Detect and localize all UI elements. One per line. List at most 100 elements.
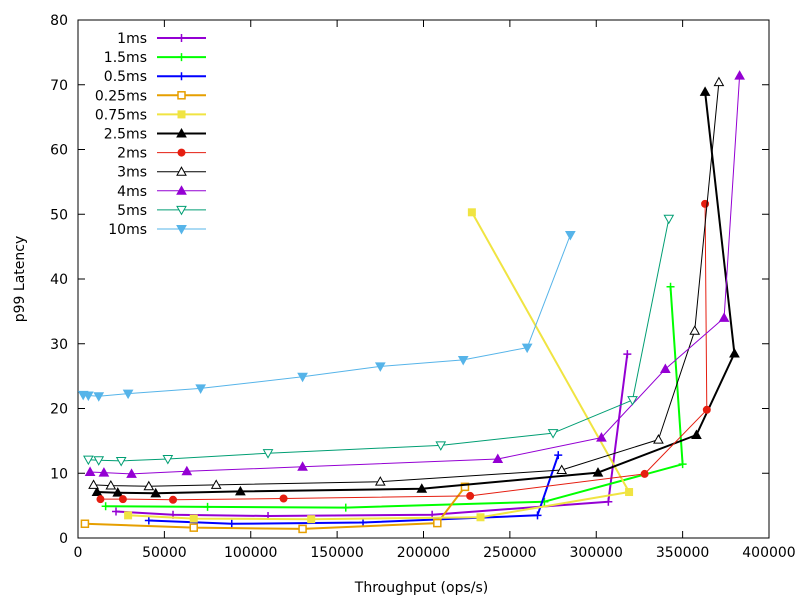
data-point-3ms: [556, 464, 568, 475]
series-line-2ms: [100, 203, 708, 501]
data-point-2ms: [702, 405, 711, 414]
data-point-2ms: [96, 495, 105, 504]
data-point-1ms: [112, 507, 121, 516]
y-tick-label: 40: [50, 272, 68, 288]
data-point-3ms: [105, 480, 117, 490]
series-group: [77, 70, 745, 534]
y-tick-label: 70: [50, 78, 68, 94]
y-tick-label: 30: [50, 337, 68, 353]
data-point-4ms: [718, 312, 730, 322]
legend-entry-2ms: 2ms: [117, 146, 206, 162]
data-point-4ms: [659, 363, 671, 374]
data-point-0-25ms: [80, 519, 90, 529]
data-point-4ms: [492, 453, 504, 464]
legend-entry-4ms: 4ms: [117, 184, 206, 200]
legend-label: 0.5ms: [104, 69, 147, 85]
series-line-5ms: [88, 218, 670, 462]
series-4ms: [84, 70, 745, 478]
data-point-0-25ms: [433, 518, 442, 528]
legend-label: 1ms: [117, 31, 147, 47]
data-point-4ms: [181, 465, 193, 476]
x-axis-title: Throughput (ops/s): [354, 580, 488, 596]
legend-entry-1-5ms: 1.5ms: [104, 50, 206, 66]
data-point-4ms: [98, 467, 110, 477]
y-tick-label: 50: [50, 207, 68, 223]
data-point-0-5ms: [554, 451, 563, 460]
data-point-2-5ms: [150, 487, 162, 498]
data-point-1-5ms: [341, 503, 350, 512]
legend-entry-1ms: 1ms: [117, 31, 206, 47]
data-point-4ms: [126, 468, 137, 478]
series-1ms: [112, 350, 632, 520]
data-point-2ms: [640, 469, 649, 478]
series-line-1ms: [115, 353, 629, 517]
data-point-10ms: [457, 355, 469, 366]
data-point-10ms: [195, 384, 207, 394]
legend-label: 2.5ms: [104, 127, 147, 143]
data-point-4ms: [84, 466, 96, 476]
data-point-2-5ms: [592, 467, 604, 477]
data-point-3ms: [689, 325, 701, 335]
data-point-4ms: [297, 461, 308, 471]
series-3ms: [88, 76, 725, 491]
y-tick-label: 10: [50, 466, 68, 482]
data-point-10ms: [122, 389, 134, 400]
legend-entry-5ms: 5ms: [117, 203, 206, 219]
data-point-2ms: [169, 495, 178, 504]
series-2-5ms: [91, 86, 740, 498]
data-point-1-5ms: [666, 282, 675, 291]
legend-label: 0.25ms: [95, 88, 147, 104]
data-point-5ms: [627, 396, 638, 406]
legend-entry-10ms: 10ms: [108, 222, 206, 238]
series-line-0-75ms: [128, 211, 631, 521]
data-point-4ms: [734, 70, 745, 80]
data-point-3ms: [143, 480, 155, 491]
data-point-1-5ms: [101, 502, 110, 511]
series-line-10ms: [83, 234, 571, 397]
series-10ms: [77, 230, 576, 402]
legend-entry-0-25ms: 0.25ms: [95, 88, 206, 104]
data-point-0-5ms: [227, 519, 236, 528]
data-point-0-25ms: [460, 482, 470, 492]
data-point-0-25ms: [298, 524, 307, 534]
data-point-4ms: [596, 432, 607, 442]
y-tick-label: 20: [50, 402, 68, 418]
data-point-3ms: [653, 434, 664, 444]
x-tick-label: 250000: [483, 545, 536, 561]
data-point-0-75ms: [467, 208, 476, 217]
legend-marker-2ms: [177, 148, 186, 157]
data-point-3ms: [210, 479, 222, 489]
series-1-5ms: [101, 282, 687, 512]
legend-label: 3ms: [117, 165, 147, 181]
series-5ms: [83, 214, 675, 467]
data-point-5ms: [115, 456, 127, 467]
legend: 1ms 1.5ms 0.5ms 0.25ms 0.75ms 2.5ms 2ms 3ms 4ms 5…: [95, 31, 206, 238]
data-point-5ms: [435, 441, 447, 451]
x-tick-label: 0: [74, 545, 83, 561]
data-point-5ms: [83, 455, 94, 466]
legend-label: 4ms: [117, 184, 147, 200]
data-point-2-5ms: [235, 485, 246, 496]
series-line-3ms: [93, 82, 720, 487]
legend-entry-2-5ms: 2.5ms: [104, 127, 206, 143]
data-point-2-5ms: [112, 487, 124, 497]
y-tick-label: 0: [59, 531, 68, 547]
data-point-0-75ms: [124, 511, 133, 520]
data-point-2-5ms: [91, 486, 103, 497]
legend-marker-0-25ms: [177, 91, 186, 100]
data-point-10ms: [564, 230, 576, 241]
data-point-0-25ms: [189, 523, 198, 532]
data-point-2-5ms: [416, 483, 428, 493]
data-point-1-5ms: [678, 460, 687, 469]
legend-marker-2-5ms: [176, 127, 187, 138]
data-point-2-5ms: [691, 429, 702, 440]
data-point-1ms: [623, 350, 632, 359]
x-tick-label: 50000: [142, 545, 187, 561]
data-point-0-5ms: [359, 518, 368, 527]
axes: 0 50000 100000 150000 200000 250000 300000 3500…: [50, 13, 796, 561]
data-point-1ms: [604, 497, 613, 506]
data-point-3ms: [88, 479, 99, 489]
x-tick-label: 150000: [310, 545, 363, 561]
data-point-5ms: [547, 429, 559, 439]
